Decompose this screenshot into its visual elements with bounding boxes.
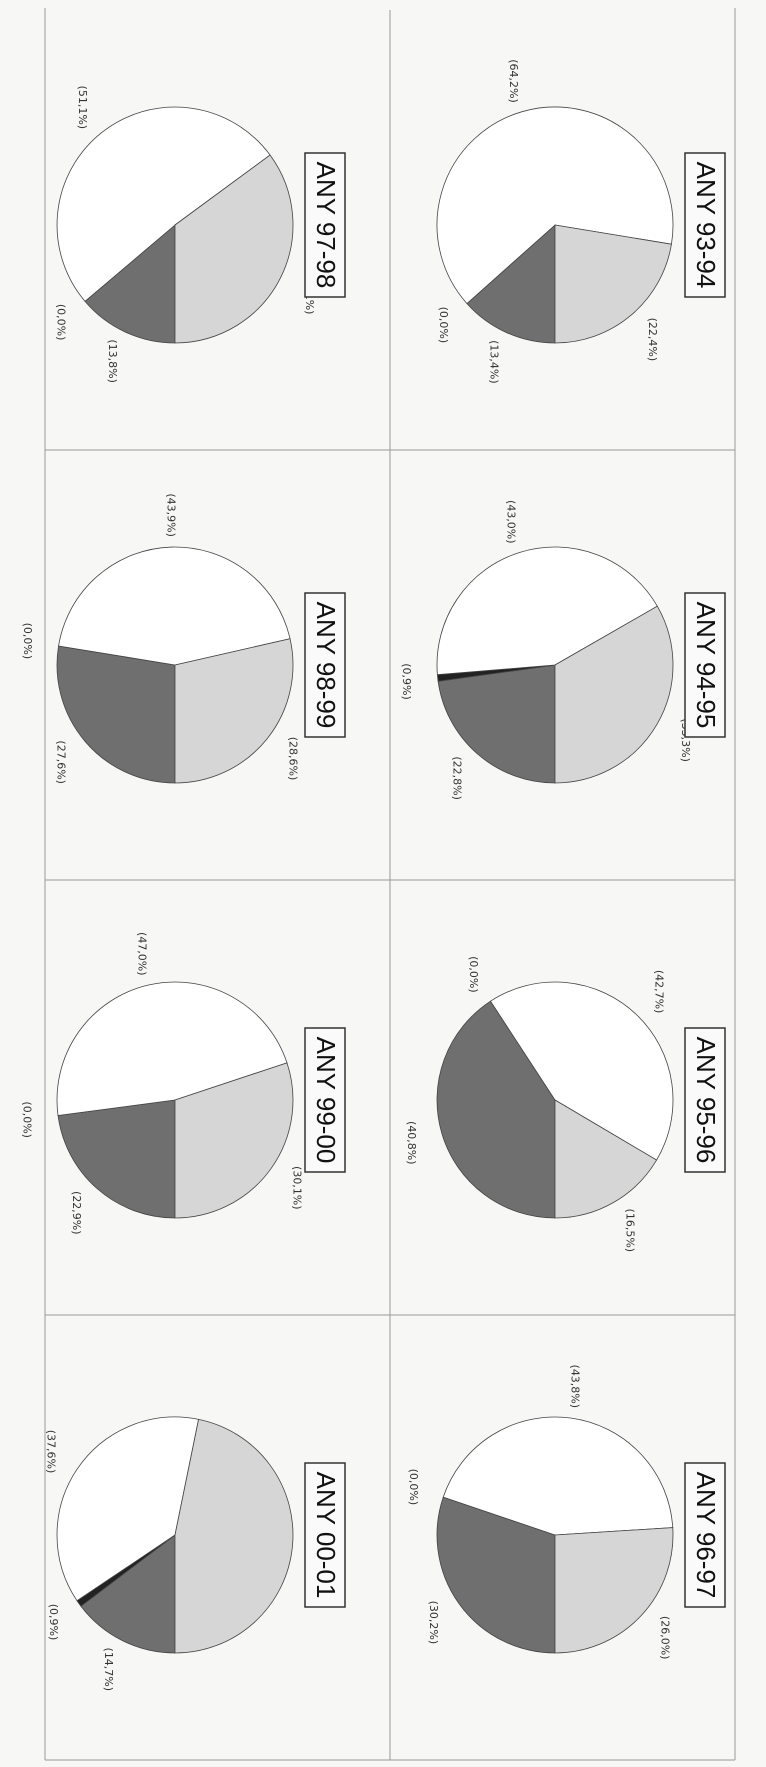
title-box <box>304 152 346 298</box>
slice-percent-label: (47,0%) <box>135 932 148 976</box>
title-text: ANY 00-01 <box>311 1472 341 1599</box>
title-box <box>684 152 726 298</box>
pie-chart-8: (14,7%)(0,9%)(37,6%)(46,8%)ANY 00-01 <box>44 1416 346 1692</box>
slice-percent-label: (30,2%) <box>427 1601 440 1645</box>
title-text: ANY 95-96 <box>691 1037 721 1164</box>
slice-percent-label: (51,1%) <box>76 86 89 130</box>
pie-slice <box>57 1099 176 1219</box>
slice-percent-label: (28,6%) <box>286 737 299 781</box>
slice-percent-label: (0,0%) <box>55 304 68 341</box>
pie-slice <box>84 224 176 344</box>
title-text: ANY 97-98 <box>311 162 341 289</box>
pie-title: ANY 99-00 <box>304 1027 346 1173</box>
slice-percent-label: (0,0%) <box>21 623 34 660</box>
slice-percent-label: (13,8%) <box>106 339 119 383</box>
pie-slice <box>554 224 672 344</box>
title-box <box>684 1462 726 1608</box>
pie-title: ANY 93-94 <box>684 152 726 298</box>
pie-slice <box>554 605 674 784</box>
slice-percent-label: (0,9%) <box>47 1604 60 1641</box>
title-text: ANY 94-95 <box>691 602 721 729</box>
pie-title: ANY 94-95 <box>684 592 726 738</box>
pie-slice <box>56 106 271 302</box>
slice-percent-label: (13,4%) <box>488 340 501 384</box>
title-box <box>304 592 346 738</box>
pie-slice <box>174 154 294 344</box>
title-text: ANY 99-00 <box>311 1037 341 1164</box>
pie-title: ANY 95-96 <box>684 1027 726 1173</box>
pie-title: ANY 97-98 <box>304 152 346 298</box>
pie-chart-6: (27,6%) (0,0%) (43,9%) (28,6%) ANY 98-99 <box>21 493 346 784</box>
pie-slice <box>466 224 556 344</box>
slice-percent-label: (64,2%) <box>507 59 520 103</box>
slice-percent-label: (26,0%) <box>658 1616 671 1660</box>
slice-percent-label: (37,6%) <box>44 1430 57 1474</box>
title-text: ANY 93-94 <box>691 162 721 289</box>
slice-percent-label: (0,0%) <box>467 956 480 993</box>
slice-percent-label: (43,0%) <box>504 500 517 544</box>
pie-title: ANY 00-01 <box>304 1462 346 1608</box>
slice-percent-label: (0,0%) <box>437 307 450 344</box>
slice-percent-label: (0,0%) <box>20 1101 33 1138</box>
pie-slice <box>56 981 288 1116</box>
pie-chart-5: (13,8%)(0,0%)(51,1%)(35,1%)ANY 97-98 <box>55 86 346 383</box>
pie-chart-7: (22,9%) (0,0%) (47,0%) (30,1%) ANY 99-00 <box>20 932 346 1235</box>
pie-slice <box>442 1416 674 1536</box>
panel-grid <box>44 8 736 1761</box>
slice-percent-label: (16,5%) <box>623 1209 636 1253</box>
slice-percent-label: (22,9%) <box>70 1191 83 1235</box>
slice-percent-label: (14,7%) <box>102 1648 115 1692</box>
pie-slice <box>56 645 176 784</box>
pie-slice <box>437 664 556 784</box>
pie-title: ANY 96-97 <box>684 1462 726 1608</box>
pie-slice <box>174 1418 294 1654</box>
pie-slice <box>436 106 674 305</box>
pie-slice <box>554 1527 674 1654</box>
title-text: ANY 98-99 <box>311 602 341 729</box>
charts-layer: (13,4%) (0,0%) (64,2%) (22,4%) ANY 93-94 (22,… <box>20 59 726 1692</box>
pie-slice <box>554 1099 658 1219</box>
slice-percent-label: (0,0%) <box>407 1469 420 1506</box>
slice-percent-label: (40,8%) <box>405 1121 418 1165</box>
slice-percent-label: (22,8%) <box>451 756 464 800</box>
slice-percent-label: (27,6%) <box>55 740 68 784</box>
slice-percent-label: (43,9%) <box>164 493 177 537</box>
slice-percent-label: (22,4%) <box>646 318 659 362</box>
title-box <box>684 1027 726 1173</box>
title-text: ANY 96-97 <box>691 1472 721 1599</box>
pie-slice <box>489 981 674 1161</box>
pie-slice <box>174 638 294 784</box>
pie-slice <box>436 546 658 676</box>
slice-percent-label: (43,8%) <box>569 1365 582 1409</box>
slice-percent-label: (42,7%) <box>653 970 666 1014</box>
pie-slice <box>80 1534 176 1654</box>
pie-chart-4: (30,2%) (0,0%) (43,8%) (26,0%) ANY 96-97 <box>407 1365 726 1660</box>
slice-percent-label: (30,1%) <box>291 1166 304 1210</box>
pie-slice <box>174 1062 294 1219</box>
pie-title: ANY 98-99 <box>304 592 346 738</box>
title-box <box>304 1462 346 1608</box>
pie-slice <box>436 1496 556 1654</box>
pie-chart-3: (40,8%) (0,0%) (42,7%) (16,5%) ANY 95-96 <box>405 956 726 1253</box>
pie-chart-2: (22,8%)(0,9%)(43,0%)(33,3%)ANY 94-95 <box>400 500 726 800</box>
pie-slice <box>56 1416 200 1602</box>
pie-chart-1: (13,4%) (0,0%) (64,2%) (22,4%) ANY 93-94 <box>436 59 726 384</box>
title-box <box>304 1027 346 1173</box>
slice-percent-label: (0,9%) <box>400 663 413 700</box>
pie-slice <box>58 546 291 666</box>
title-box <box>684 592 726 738</box>
